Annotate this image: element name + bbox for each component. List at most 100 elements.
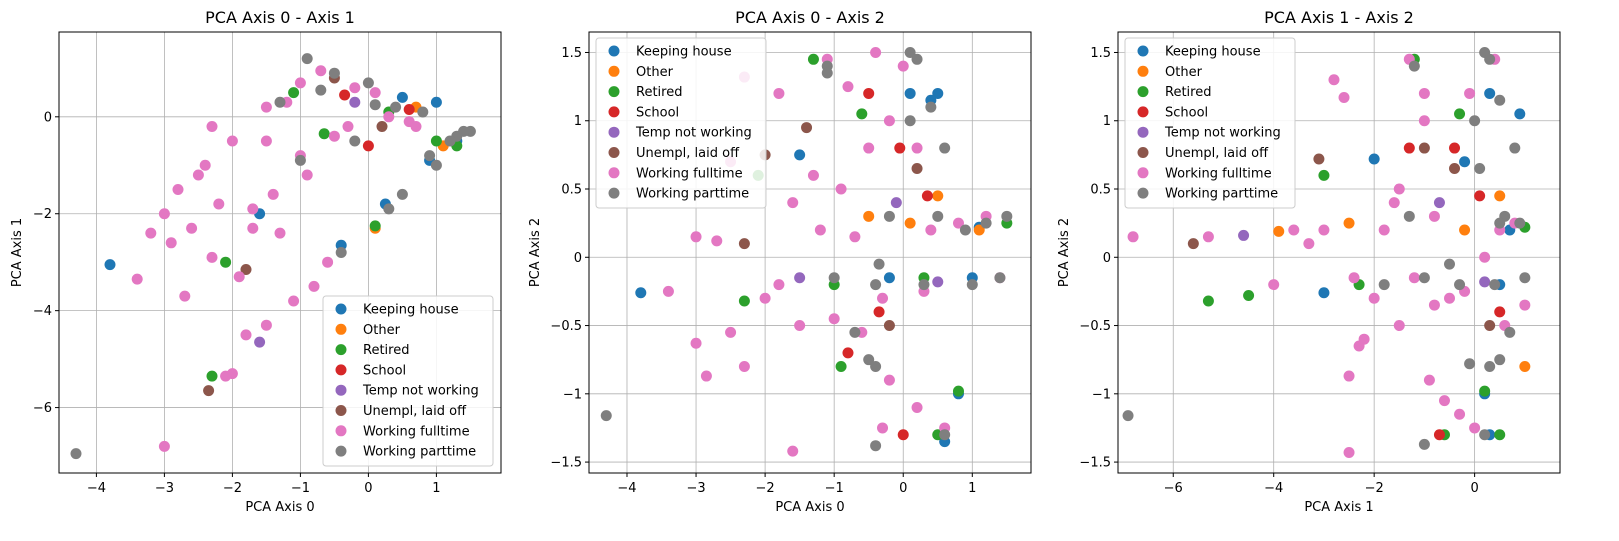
point-school xyxy=(863,87,875,99)
point-working-parttime xyxy=(1494,354,1506,366)
y-axis-label: PCA Axis 2 xyxy=(1057,218,1072,287)
point-retired xyxy=(952,385,964,397)
point-working-fulltime xyxy=(738,361,750,373)
point-school xyxy=(897,429,909,441)
y-tick-label: 0.5 xyxy=(1090,183,1111,198)
legend-label: Retired xyxy=(363,343,409,358)
point-working-parttime xyxy=(883,210,895,222)
point-working-fulltime xyxy=(711,235,723,247)
legend-label: Working fulltime xyxy=(636,166,743,181)
point-keeping-house xyxy=(904,87,916,99)
point-working-fulltime xyxy=(267,188,279,200)
y-tick-label: −1.5 xyxy=(550,456,582,471)
point-working-fulltime xyxy=(759,292,771,304)
y-tick-label: −0.5 xyxy=(1079,319,1111,334)
point-working-fulltime xyxy=(911,401,923,413)
point-unempl-laid-off xyxy=(376,121,388,132)
point-temp-not-working xyxy=(349,96,361,108)
point-retired xyxy=(1494,429,1506,441)
point-working-fulltime xyxy=(131,273,143,285)
point-unempl-laid-off xyxy=(738,238,750,250)
point-working-parttime xyxy=(1494,94,1506,106)
point-working-parttime xyxy=(417,106,429,118)
point-working-fulltime xyxy=(1393,183,1405,195)
point-working-parttime xyxy=(328,67,340,79)
legend: Keeping house Other Retired School Temp not … xyxy=(1124,37,1296,209)
point-working-parttime xyxy=(1408,60,1420,72)
point-school xyxy=(362,140,374,152)
point-working-parttime xyxy=(362,77,374,89)
point-working-parttime xyxy=(939,142,951,154)
point-working-fulltime xyxy=(226,368,238,380)
x-tick-label: −4 xyxy=(87,481,106,496)
point-working-parttime xyxy=(458,125,470,137)
point-working-parttime xyxy=(870,440,882,452)
point-working-parttime xyxy=(1494,217,1506,229)
point-working-fulltime xyxy=(342,121,354,132)
legend-label: Working parttime xyxy=(636,187,749,202)
point-working-fulltime xyxy=(883,374,895,386)
point-working-parttime xyxy=(911,53,923,65)
point-working-fulltime xyxy=(1368,292,1380,304)
point-working-fulltime xyxy=(911,142,923,154)
point-working-parttime xyxy=(1418,438,1430,450)
point-working-parttime xyxy=(1479,429,1491,441)
point-keeping-house xyxy=(883,272,895,284)
point-working-fulltime xyxy=(1454,408,1466,420)
point-working-fulltime xyxy=(700,370,712,382)
point-working-fulltime xyxy=(925,224,937,236)
point-working-fulltime xyxy=(773,87,785,99)
legend-label: Other xyxy=(636,65,674,80)
point-keeping-house xyxy=(635,287,647,299)
y-tick-label: −1 xyxy=(563,387,582,402)
y-axis-label: PCA Axis 1 xyxy=(10,218,25,287)
point-working-fulltime xyxy=(213,198,225,210)
point-working-fulltime xyxy=(349,82,361,94)
point-working-parttime xyxy=(315,84,327,96)
point-working-fulltime xyxy=(294,77,306,89)
point-working-fulltime xyxy=(842,81,854,93)
point-working-fulltime xyxy=(877,422,889,434)
point-working-fulltime xyxy=(301,169,313,181)
point-working-fulltime xyxy=(690,231,702,243)
x-axis-label: PCA Axis 0 xyxy=(775,500,844,515)
point-working-parttime xyxy=(821,67,833,79)
point-working-fulltime xyxy=(1318,224,1330,236)
point-retired xyxy=(835,361,847,373)
point-working-fulltime xyxy=(1519,299,1531,311)
legend-label: Retired xyxy=(636,85,682,100)
point-working-fulltime xyxy=(226,135,238,147)
point-working-fulltime xyxy=(240,329,252,341)
point-working-fulltime xyxy=(1378,224,1390,236)
point-working-fulltime xyxy=(863,142,875,154)
point-working-parttime xyxy=(1469,115,1481,127)
point-working-fulltime xyxy=(870,46,882,58)
point-working-parttime xyxy=(994,272,1006,284)
point-working-fulltime xyxy=(1353,340,1365,352)
axes-frame xyxy=(588,31,1032,474)
legend-box xyxy=(1124,37,1296,209)
legend-label: Temp not working xyxy=(1164,126,1281,141)
legend-marker xyxy=(1137,45,1149,57)
y-tick-label: −4 xyxy=(33,304,52,319)
legend-label: Working fulltime xyxy=(363,424,470,439)
point-working-parttime xyxy=(600,410,612,422)
point-working-parttime xyxy=(1514,217,1526,229)
point-working-parttime xyxy=(349,135,361,147)
legend-marker xyxy=(1137,126,1149,138)
point-retired xyxy=(1243,290,1255,302)
legend-marker xyxy=(335,344,347,356)
legend-label: Temp not working xyxy=(362,384,479,399)
legend-marker xyxy=(335,425,347,437)
point-unempl-laid-off xyxy=(1313,153,1325,165)
subplot-2: −6 −4 −2 0 −1.5 −1 −0.5 0 0.5 1 1.5 PCA Axis 1 - Ax… xyxy=(1057,8,1561,515)
point-working-parttime xyxy=(1454,279,1466,291)
point-working-fulltime xyxy=(328,130,340,142)
legend-marker xyxy=(1137,86,1149,98)
point-working-fulltime xyxy=(186,222,198,234)
point-school xyxy=(1449,142,1461,154)
point-working-parttime xyxy=(873,258,885,270)
point-school xyxy=(1433,429,1445,441)
x-tick-label: −2 xyxy=(223,481,242,496)
point-working-fulltime xyxy=(1288,224,1300,236)
